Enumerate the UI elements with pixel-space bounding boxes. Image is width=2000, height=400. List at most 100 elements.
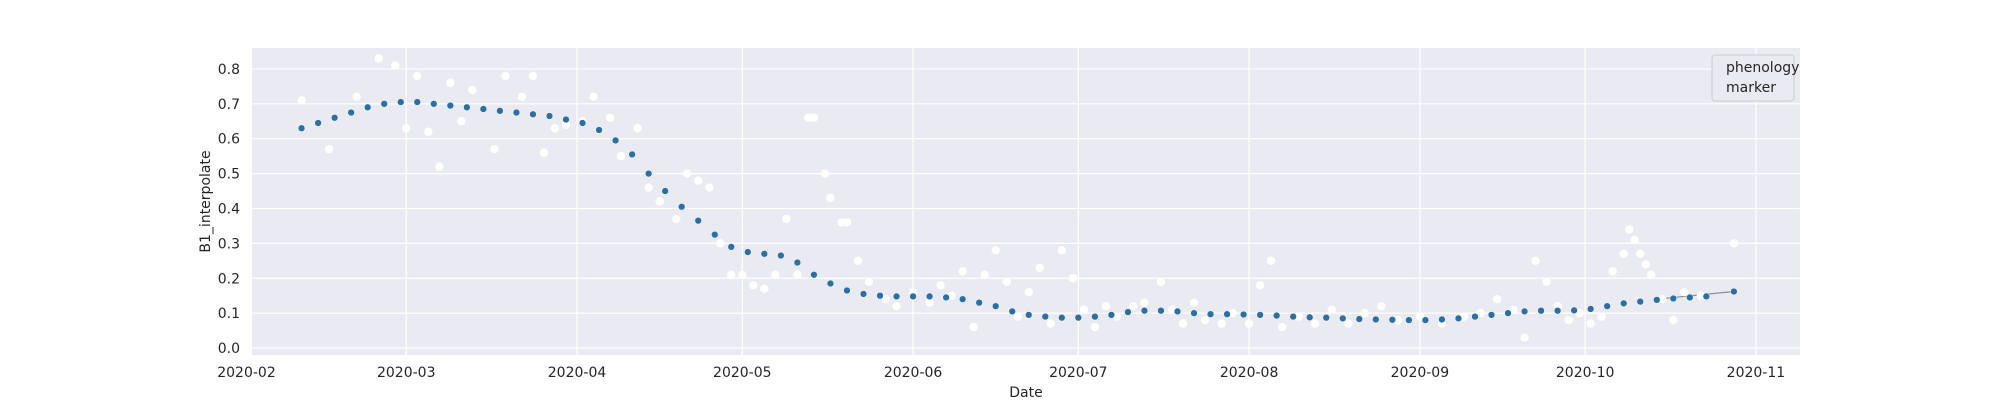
blue-point	[909, 292, 917, 301]
blue-point	[678, 203, 686, 211]
blue-point	[297, 124, 306, 132]
white-point	[1156, 277, 1166, 286]
blue-point	[727, 243, 735, 251]
blue-point	[942, 293, 950, 302]
y-tick-label: 0.2	[218, 271, 240, 287]
y-tick-label: 0.4	[218, 201, 240, 217]
white-point	[809, 113, 819, 122]
blue-point	[1636, 297, 1644, 306]
blue-point	[843, 286, 851, 295]
legend-text: marker	[1726, 80, 1776, 96]
blue-point	[1239, 310, 1248, 319]
x-tick-label: 2020-08	[1220, 365, 1279, 381]
blue-point	[1322, 314, 1330, 322]
y-axis-ticks: 0.0 0.1 0.2 0.3 0.4 0.5 0.6 0.7 0.8	[218, 62, 240, 357]
blue-point	[694, 217, 702, 225]
white-point	[550, 124, 560, 133]
white-point	[969, 322, 978, 332]
blue-point	[876, 292, 884, 300]
blue-point	[380, 100, 388, 108]
blue-point	[1620, 299, 1628, 308]
blue-point	[1289, 312, 1297, 321]
white-point	[671, 214, 681, 224]
white-point	[991, 246, 1000, 255]
x-tick-label: 2020-03	[377, 365, 436, 381]
white-point	[1294, 312, 1303, 321]
white-point	[1509, 305, 1518, 314]
blue-point	[958, 295, 967, 303]
white-point	[1360, 308, 1369, 318]
blue-point	[1008, 307, 1016, 316]
white-point	[1641, 260, 1650, 269]
white-point	[892, 301, 901, 311]
blue-point	[1702, 292, 1710, 301]
white-point	[1564, 315, 1573, 325]
white-point	[782, 214, 791, 224]
series-line	[1656, 290, 1734, 300]
blue-point	[992, 302, 1000, 310]
white-point	[864, 277, 874, 286]
white-point	[1079, 305, 1089, 314]
white-point	[1068, 274, 1078, 283]
white-point	[457, 117, 466, 126]
white-point	[771, 270, 780, 279]
blue-point	[1124, 308, 1132, 316]
white-point	[1129, 301, 1138, 311]
blue-point	[446, 101, 454, 110]
blue-point	[1339, 314, 1347, 323]
blue-point	[1686, 293, 1694, 302]
white-point	[1024, 288, 1033, 297]
blue-point	[413, 98, 421, 106]
blue-point	[347, 108, 355, 117]
blue-point	[397, 98, 405, 106]
white-point	[413, 71, 422, 81]
white-point	[655, 197, 664, 206]
white-point	[374, 54, 383, 63]
white-point	[826, 193, 835, 203]
blue-point	[1487, 311, 1496, 319]
white-point	[1046, 319, 1055, 328]
y-tick-label: 0.7	[218, 97, 240, 113]
blue-point	[810, 271, 818, 279]
blue-point	[364, 103, 372, 111]
y-tick-label: 0.1	[218, 306, 240, 322]
white-point	[1140, 298, 1149, 307]
white-point	[1344, 319, 1353, 328]
x-tick-label: 2020-07	[1049, 365, 1108, 381]
white-point	[705, 183, 714, 192]
white-point	[1542, 277, 1551, 286]
x-tick-label: 2020-04	[548, 365, 607, 381]
white-point	[1696, 291, 1706, 300]
blue-point	[1091, 312, 1099, 321]
blue-point	[1306, 313, 1314, 321]
x-tick-label: 2020-10	[1556, 365, 1615, 381]
blue-point	[1454, 314, 1463, 323]
blue-point	[1388, 316, 1396, 324]
white-point	[1729, 239, 1739, 248]
legend-box	[1711, 54, 1795, 102]
white-point	[1002, 277, 1011, 286]
blue-point	[1173, 307, 1182, 316]
blue-point	[1372, 315, 1380, 324]
white-point	[1586, 319, 1595, 328]
x-axis-ticks: 2020-02 2020-03 2020-04 2020-05 2020-06 2020-…	[217, 365, 1785, 381]
white-point	[446, 78, 455, 88]
white-point	[716, 239, 725, 248]
blue-point	[1730, 287, 1738, 296]
blue-point	[1140, 307, 1149, 315]
blue-point	[975, 299, 983, 307]
white-point	[1619, 249, 1628, 259]
blue-point	[1190, 309, 1198, 317]
white-point	[1647, 270, 1656, 279]
white-point	[842, 218, 852, 227]
blue-point	[661, 187, 669, 195]
white-point	[1393, 315, 1403, 325]
blue-point	[1653, 296, 1661, 304]
white-point	[1244, 319, 1254, 328]
white-point	[1680, 288, 1689, 297]
white-point	[468, 85, 477, 95]
white-point	[1327, 305, 1336, 314]
white-point	[490, 144, 499, 154]
white-point	[297, 96, 306, 105]
